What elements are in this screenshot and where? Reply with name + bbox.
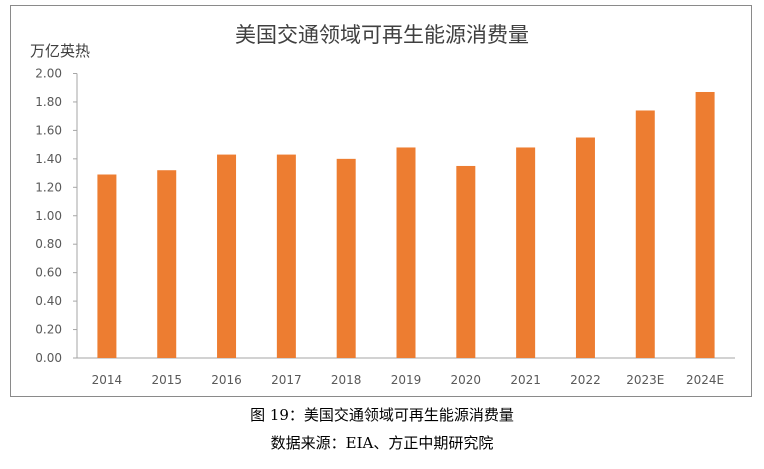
bar-2017	[276, 154, 296, 358]
bar-2018	[336, 158, 356, 358]
y-tick-label: 0.20	[35, 323, 62, 337]
y-tick-label: 0.00	[35, 351, 62, 365]
x-tick-label: 2019	[391, 373, 422, 387]
bar-2023E	[635, 110, 655, 358]
chart-title: 美国交通领域可再生能源消费量	[235, 23, 529, 47]
source-caption: 数据来源：EIA、方正中期研究院	[270, 434, 494, 452]
bar-2016	[217, 154, 237, 358]
x-tick-label: 2023E	[626, 373, 664, 387]
y-tick-label: 1.40	[35, 152, 62, 166]
y-tick-label: 2.00	[35, 67, 62, 81]
y-tick-label: 1.00	[35, 209, 62, 223]
bar-2019	[396, 147, 416, 358]
bar-2024E	[695, 91, 715, 359]
y-tick-label: 0.80	[35, 237, 62, 251]
bar-2022	[575, 137, 595, 358]
x-tick-label: 2024E	[686, 373, 724, 387]
bar-2014	[97, 174, 117, 358]
y-tick-label: 1.80	[35, 95, 62, 109]
bar-2021	[516, 147, 536, 358]
y-tick-label: 1.20	[35, 180, 62, 194]
chart-frame	[10, 5, 752, 397]
x-tick-label: 2016	[211, 373, 242, 387]
x-tick-label: 2017	[271, 373, 302, 387]
figure-caption: 图 19：美国交通领域可再生能源消费量	[250, 406, 514, 424]
x-tick-label: 2020	[451, 373, 482, 387]
x-tick-label: 2018	[331, 373, 362, 387]
bar-2015	[157, 170, 177, 358]
x-tick-label: 2022	[570, 373, 601, 387]
x-tick-label: 2014	[92, 373, 123, 387]
x-tick-label: 2021	[510, 373, 541, 387]
bar-chart: 美国交通领域可再生能源消费量 万亿英热 0.00 0.20 0.40 0.60 0.80…	[30, 23, 735, 387]
y-tick-label: 0.40	[35, 294, 62, 308]
bar-2020	[456, 165, 476, 358]
x-tick-label: 2015	[151, 373, 182, 387]
y-axis-label: 万亿英热	[30, 42, 90, 60]
y-tick-label: 0.60	[35, 266, 62, 280]
y-tick-label: 1.60	[35, 123, 62, 137]
